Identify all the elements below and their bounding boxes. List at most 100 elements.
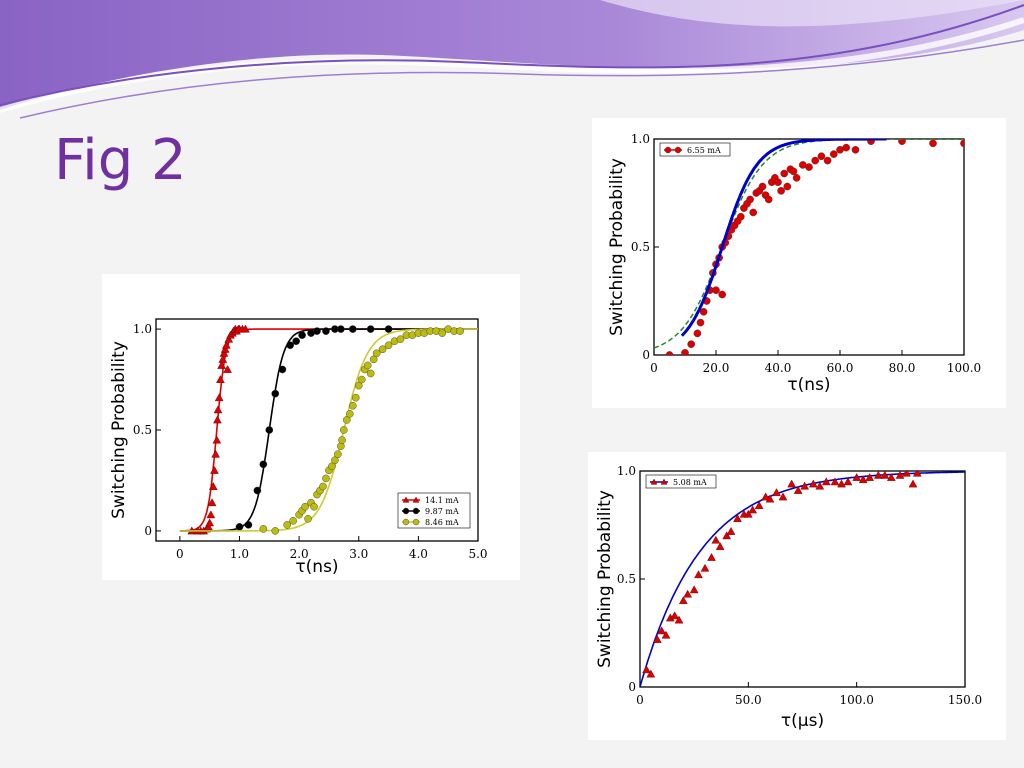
- data-point: [851, 145, 860, 154]
- data-point: [208, 482, 218, 490]
- data-point: [369, 355, 378, 364]
- data-point: [278, 365, 287, 374]
- data-point: [873, 471, 883, 479]
- y-tick-label: 1.0: [133, 322, 152, 336]
- data-point: [313, 327, 321, 335]
- data-point: [384, 341, 393, 350]
- legend-marker: [674, 146, 682, 154]
- data-point: [748, 505, 758, 514]
- data-point: [829, 150, 838, 158]
- data-point: [334, 450, 342, 459]
- x-tick-label: 4.0: [409, 547, 428, 561]
- x-tick-label: 40.0: [765, 361, 792, 375]
- data-point: [805, 163, 813, 171]
- model-curve: [654, 139, 964, 349]
- data-point: [780, 169, 788, 178]
- data-point: [363, 361, 372, 370]
- data-point: [253, 486, 262, 495]
- data-point: [800, 481, 810, 490]
- chart-panel-b: 0 20.0 40.0 60.0 80.0 100.0 0 0.5 1.0 τ(ns) Switch…: [592, 118, 1006, 408]
- data-point: [328, 462, 336, 471]
- data-point: [438, 329, 447, 337]
- data-point: [366, 325, 375, 333]
- data-point: [206, 510, 216, 519]
- legend-marker: [402, 496, 410, 503]
- data-point: [902, 471, 911, 477]
- data-point: [219, 348, 229, 357]
- data-point: [204, 522, 213, 531]
- legend-marker: [412, 496, 420, 503]
- x-tick-label: 80.0: [889, 361, 916, 375]
- y-tick-label: 1.0: [617, 464, 636, 478]
- data-point: [687, 340, 695, 348]
- data-point: [665, 351, 674, 355]
- data-point: [301, 502, 309, 511]
- data-point: [366, 369, 375, 378]
- data-point: [707, 552, 716, 561]
- plot-frame: [639, 470, 966, 688]
- legend-box: [645, 474, 717, 489]
- data-point: [340, 426, 348, 434]
- y-tick-label: 0: [144, 524, 152, 538]
- data-point: [210, 465, 219, 474]
- data-point: [322, 327, 330, 335]
- data-point: [960, 139, 964, 148]
- data-point: [886, 473, 896, 481]
- data-point: [271, 389, 280, 398]
- legend-marker: [412, 507, 420, 515]
- x-axis-label: τ(ns): [787, 375, 830, 395]
- data-point: [216, 375, 225, 383]
- data-point: [343, 416, 351, 424]
- y-tick-label: 0.5: [133, 423, 152, 437]
- data-point: [286, 341, 294, 350]
- data-point: [811, 156, 819, 165]
- x-axis-label: τ(ns): [295, 557, 338, 577]
- y-tick-label: 0: [642, 348, 650, 362]
- data-point: [657, 626, 667, 635]
- data-point: [674, 615, 684, 624]
- x-tick-label: 0: [636, 693, 644, 707]
- data-point: [696, 318, 705, 327]
- y-tick-label: 1.0: [631, 132, 650, 146]
- data-point: [220, 344, 230, 353]
- data-point: [241, 324, 250, 333]
- legend-marker: [402, 507, 410, 515]
- data-point: [764, 195, 773, 204]
- data-point: [722, 531, 732, 540]
- data-point: [817, 152, 826, 161]
- data-point: [271, 527, 280, 535]
- fit-curve: [640, 471, 965, 687]
- data-point: [746, 195, 754, 204]
- data-point: [765, 494, 775, 503]
- data-point: [298, 331, 306, 339]
- chart-b: 0 20.0 40.0 60.0 80.0 100.0 0 0.5 1.0 τ(ns) Switch…: [607, 132, 981, 395]
- data-point: [681, 349, 689, 355]
- data-point: [322, 474, 330, 483]
- x-tick-label: 150.0: [948, 693, 982, 707]
- data-point: [213, 405, 223, 414]
- data-point: [456, 327, 464, 335]
- data-point: [758, 182, 767, 191]
- data-point: [743, 509, 753, 518]
- data-point: [213, 415, 222, 424]
- data-point: [259, 460, 268, 469]
- legend-marker: [412, 518, 420, 526]
- data-point: [212, 435, 222, 444]
- data-point: [830, 477, 840, 486]
- data-point: [670, 611, 680, 620]
- data-point: [378, 345, 387, 354]
- data-point: [357, 375, 366, 384]
- y-axis-label: Switching Probability: [607, 158, 627, 336]
- data-point: [774, 178, 782, 186]
- data-point: [384, 325, 393, 333]
- data-point: [235, 523, 244, 531]
- data-point: [222, 340, 231, 349]
- data-point: [693, 329, 702, 338]
- data-point: [683, 589, 693, 598]
- data-point: [345, 410, 354, 418]
- data-point: [337, 325, 345, 333]
- data-point: [211, 449, 220, 458]
- data-point: [711, 535, 721, 544]
- y-axis-label: Switching Probability: [595, 490, 615, 668]
- data-point: [754, 501, 764, 509]
